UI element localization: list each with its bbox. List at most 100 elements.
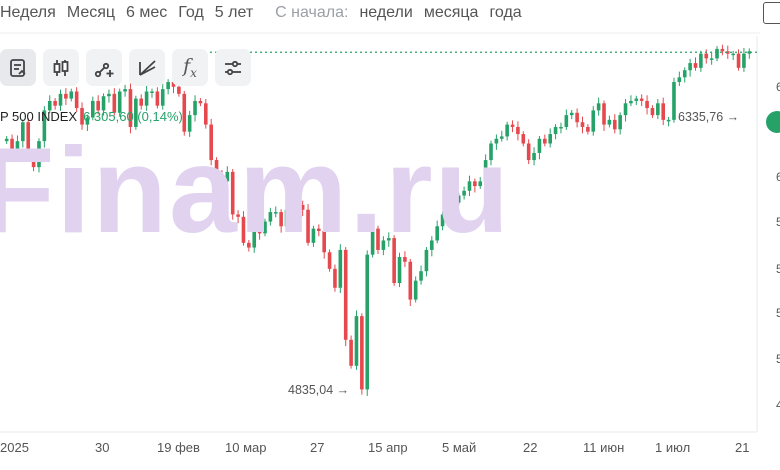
candle xyxy=(166,82,170,90)
ticker-name: P 500 INDEX xyxy=(0,109,78,124)
candle xyxy=(360,316,364,390)
function-icon: fx xyxy=(183,55,197,80)
since-month[interactable]: месяца xyxy=(423,4,479,21)
candle xyxy=(747,51,752,54)
fibonacci-icon xyxy=(139,59,156,76)
fullscreen-icon[interactable] xyxy=(763,2,780,24)
candle xyxy=(532,152,536,161)
candle xyxy=(473,181,477,187)
current-price-badge xyxy=(766,111,780,133)
settings-button[interactable] xyxy=(215,49,251,86)
candle xyxy=(408,261,413,300)
candle xyxy=(295,200,300,205)
candle xyxy=(220,174,224,182)
candle xyxy=(64,93,68,99)
ticker-price: 6 305,60 (0,14%) xyxy=(83,109,183,124)
candle xyxy=(247,242,251,248)
candle xyxy=(268,212,273,222)
candle xyxy=(516,126,520,135)
candle xyxy=(26,122,31,158)
candle xyxy=(451,200,456,203)
candle xyxy=(160,89,165,106)
period-5-years[interactable]: 5 лет xyxy=(214,4,254,21)
candle xyxy=(720,48,725,52)
candle xyxy=(171,82,176,87)
y-axis-label: 6 xyxy=(776,80,780,94)
candle xyxy=(257,228,262,234)
candle xyxy=(618,115,622,130)
x-axis-label: 15 апр xyxy=(368,440,408,455)
candle xyxy=(742,53,746,68)
candle xyxy=(273,212,278,214)
candle xyxy=(725,51,730,54)
candle xyxy=(521,134,526,144)
candle xyxy=(666,119,671,122)
candle xyxy=(709,58,714,60)
candle-type-button[interactable] xyxy=(43,49,79,86)
candle xyxy=(424,249,429,272)
candle xyxy=(370,228,375,255)
notes-icon xyxy=(10,58,26,77)
candle xyxy=(699,53,703,68)
candle xyxy=(586,126,590,132)
candlestick-series xyxy=(4,44,752,396)
candle xyxy=(354,316,359,366)
candle xyxy=(31,157,36,168)
candle xyxy=(397,257,402,284)
candle xyxy=(435,226,439,241)
period-year[interactable]: Год xyxy=(178,4,204,21)
fibonacci-button[interactable] xyxy=(129,49,165,86)
candle xyxy=(736,53,741,68)
candle xyxy=(376,228,380,250)
candle xyxy=(559,126,563,129)
ticker-info: P 500 INDEX 6 305,60 (0,14%) xyxy=(0,109,183,124)
x-axis-label: 2025 xyxy=(0,440,29,455)
period-week[interactable]: Неделя xyxy=(0,4,56,21)
candle xyxy=(80,108,84,125)
x-axis-label: 1 июл xyxy=(655,440,691,455)
candle xyxy=(306,209,310,243)
candle xyxy=(440,214,445,227)
candle xyxy=(327,252,332,269)
line-tool-button[interactable] xyxy=(86,49,122,86)
candle xyxy=(53,100,57,106)
candle xyxy=(177,86,181,94)
y-axis-label: 5 xyxy=(776,352,780,366)
candle xyxy=(639,98,644,101)
candle xyxy=(499,136,504,139)
x-axis-label: 21 xyxy=(735,440,750,455)
candle xyxy=(553,126,558,135)
candle xyxy=(548,134,553,144)
x-axis-label: 30 xyxy=(95,440,110,455)
candle xyxy=(96,100,100,111)
candle xyxy=(623,103,628,116)
candle xyxy=(413,280,418,300)
candle xyxy=(155,91,160,106)
candle xyxy=(322,231,326,253)
candle xyxy=(650,108,655,116)
since-week[interactable]: недели xyxy=(359,4,413,21)
candle xyxy=(569,112,574,116)
indicators-button[interactable]: fx xyxy=(172,49,208,86)
candle xyxy=(117,91,122,113)
period-6-months[interactable]: 6 мес xyxy=(126,4,168,21)
candle xyxy=(311,228,316,243)
candle xyxy=(446,200,450,215)
candle xyxy=(580,122,585,127)
candle xyxy=(4,138,9,142)
candle xyxy=(543,138,547,144)
notes-button[interactable] xyxy=(0,49,36,86)
candle xyxy=(37,141,41,168)
period-month[interactable]: Месяц xyxy=(66,4,116,21)
x-axis-label: 27 xyxy=(310,440,325,455)
candle xyxy=(505,124,509,137)
candle xyxy=(209,124,213,161)
candle xyxy=(537,138,542,153)
candle xyxy=(187,115,192,132)
candle xyxy=(150,91,154,93)
candle xyxy=(15,141,20,156)
since-year[interactable]: года xyxy=(489,4,522,21)
candle xyxy=(478,181,483,187)
y-axis-label: 5 xyxy=(776,262,780,276)
